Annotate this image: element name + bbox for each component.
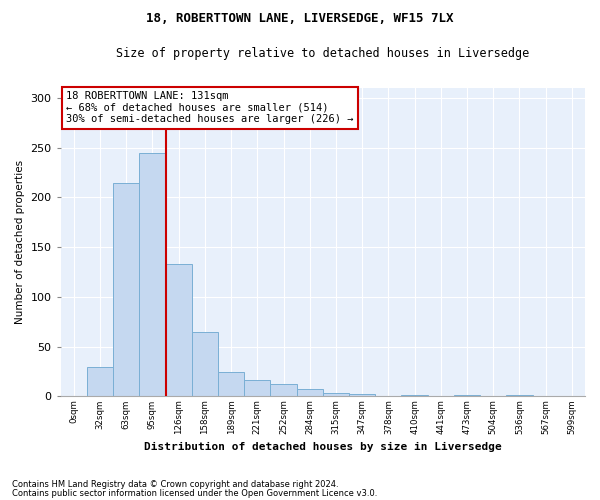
Title: Size of property relative to detached houses in Liversedge: Size of property relative to detached ho… (116, 48, 529, 60)
Text: Contains public sector information licensed under the Open Government Licence v3: Contains public sector information licen… (12, 488, 377, 498)
Bar (323, 392, 349, 396)
Bar (192, 332, 218, 396)
Bar (296, 388, 323, 396)
Bar (218, 372, 244, 396)
Text: 18 ROBERTTOWN LANE: 131sqm
← 68% of detached houses are smaller (514)
30% of sem: 18 ROBERTTOWN LANE: 131sqm ← 68% of deta… (66, 91, 353, 124)
Bar (139, 152, 166, 396)
Bar (87, 366, 113, 396)
X-axis label: Distribution of detached houses by size in Liversedge: Distribution of detached houses by size … (144, 442, 502, 452)
Bar (271, 384, 296, 396)
Text: Contains HM Land Registry data © Crown copyright and database right 2024.: Contains HM Land Registry data © Crown c… (12, 480, 338, 489)
Text: 18, ROBERTTOWN LANE, LIVERSEDGE, WF15 7LX: 18, ROBERTTOWN LANE, LIVERSEDGE, WF15 7L… (146, 12, 454, 26)
Bar (244, 380, 271, 396)
Bar (113, 182, 139, 396)
Bar (166, 264, 192, 396)
Y-axis label: Number of detached properties: Number of detached properties (15, 160, 25, 324)
Bar (349, 394, 375, 396)
